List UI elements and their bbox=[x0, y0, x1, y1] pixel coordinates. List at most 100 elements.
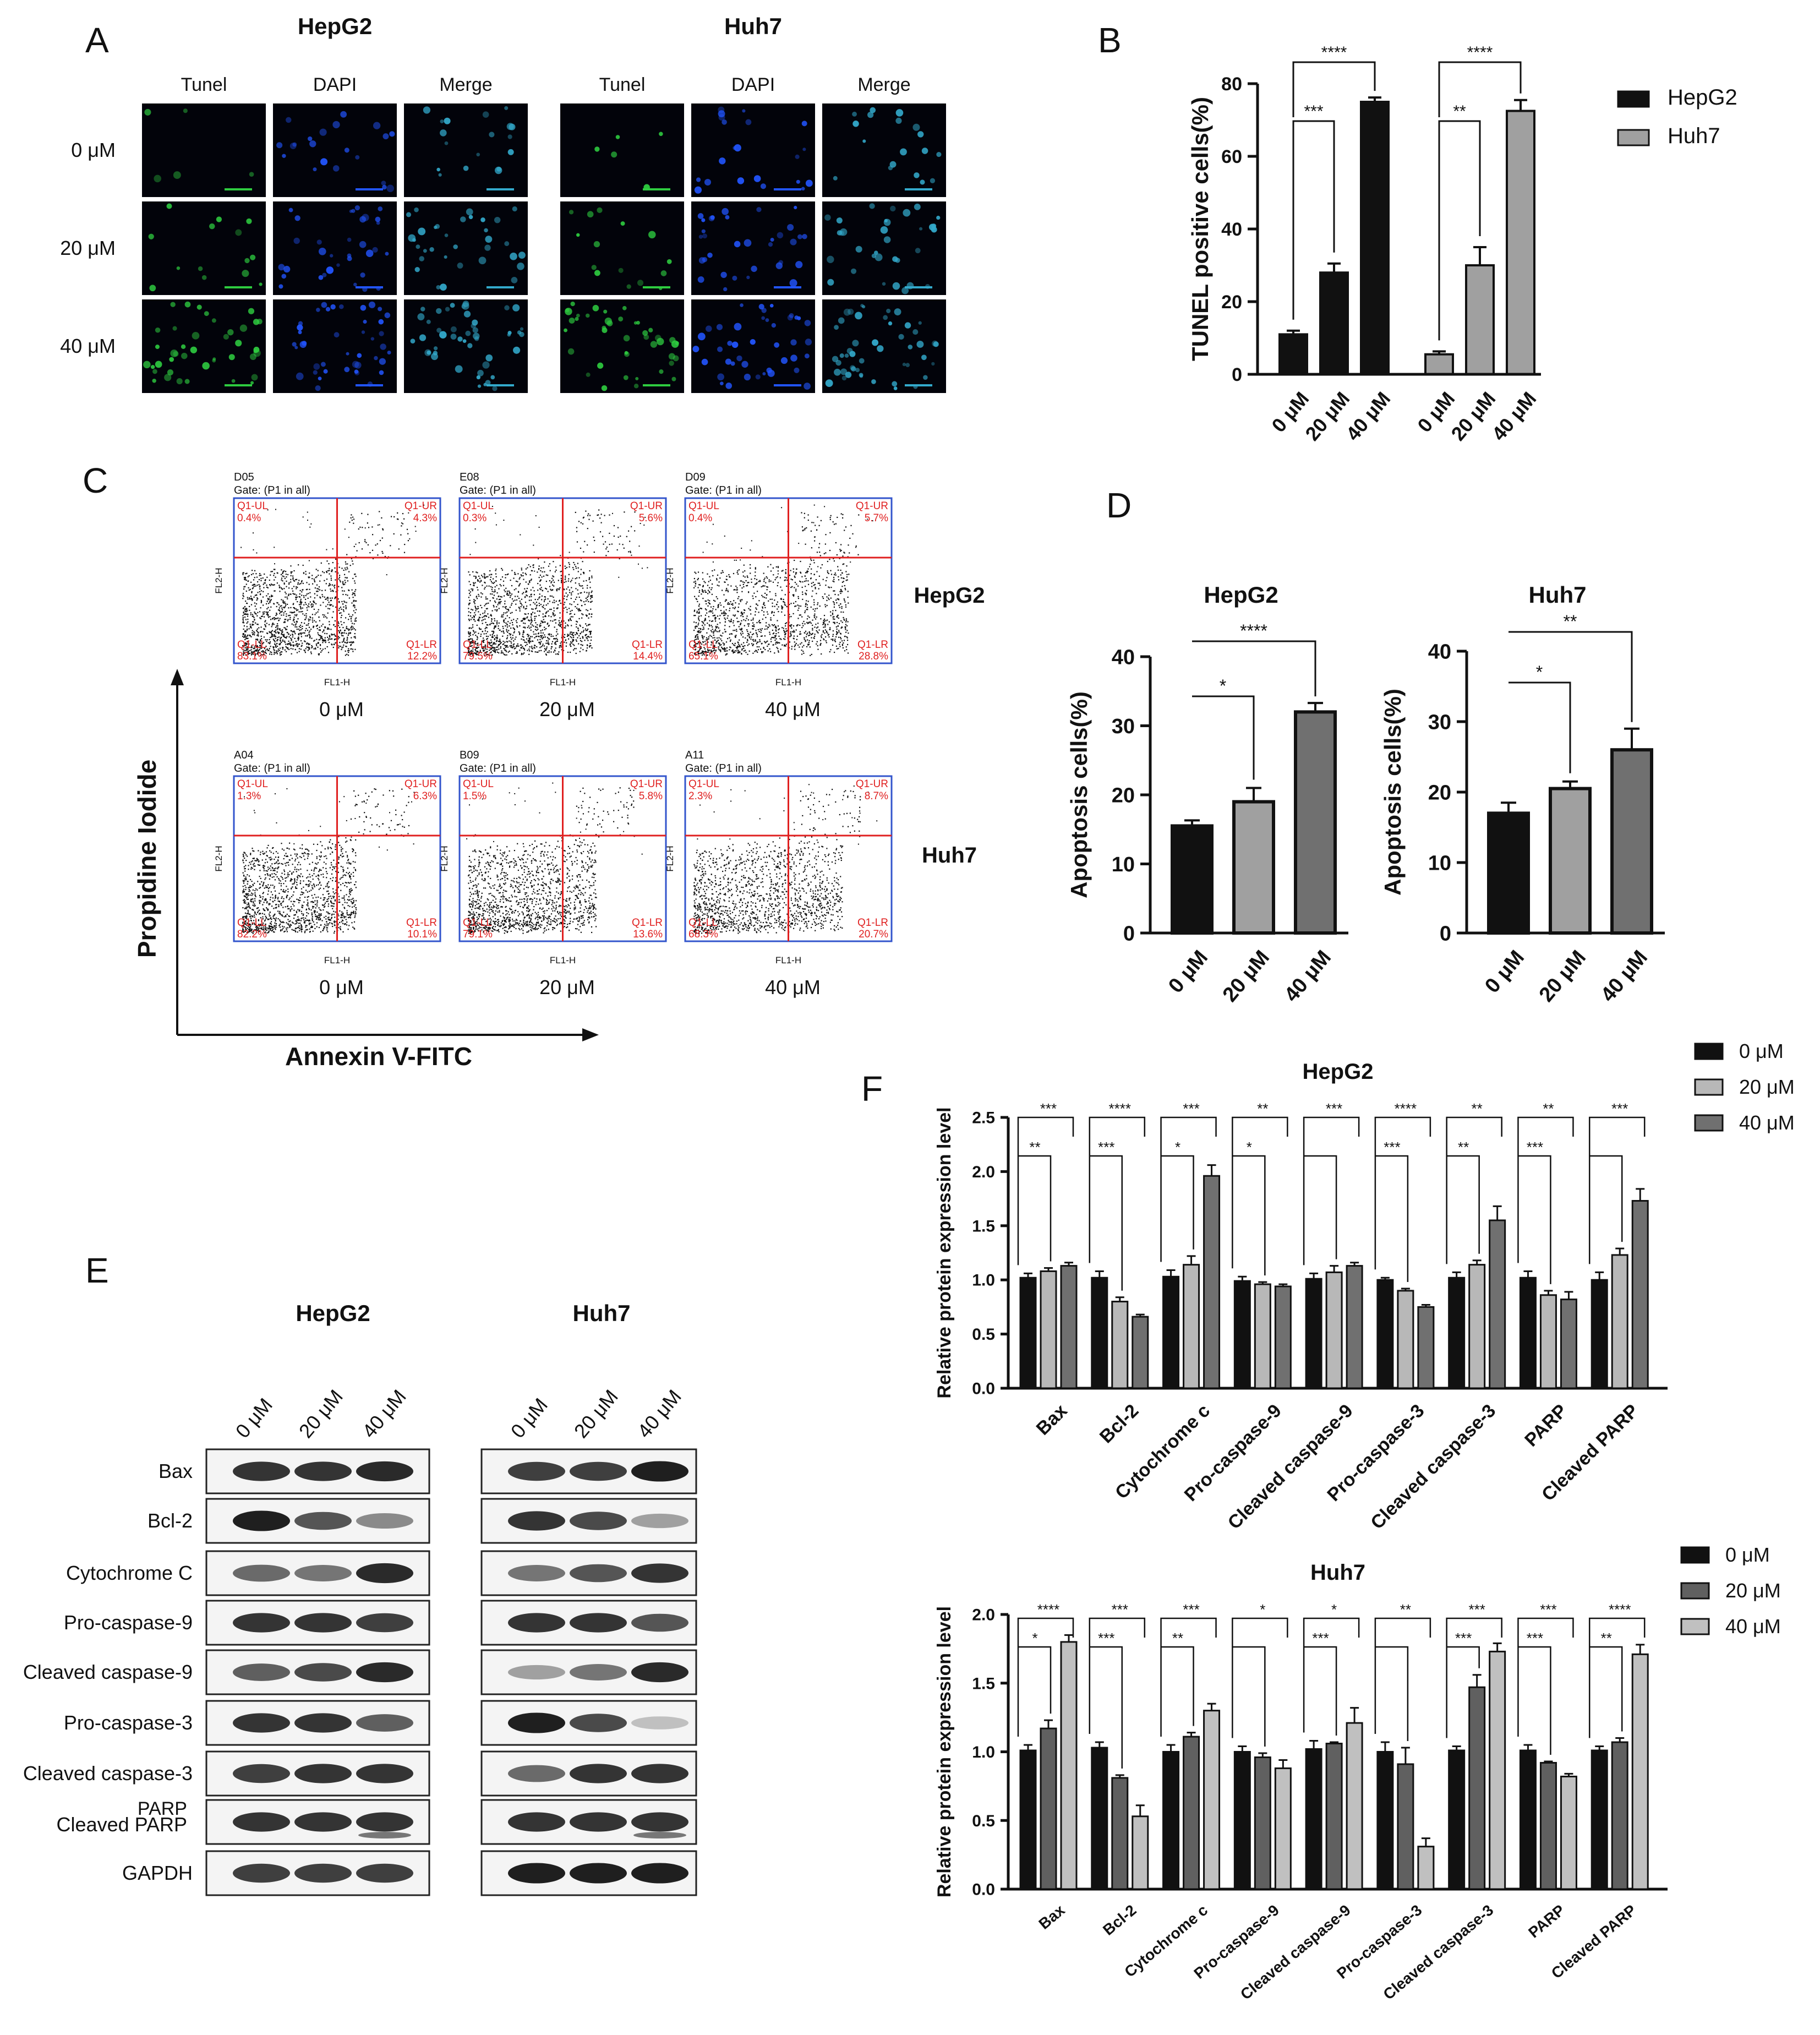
cell-dot bbox=[736, 355, 742, 362]
event-dot bbox=[325, 605, 327, 607]
event-dot bbox=[757, 629, 759, 630]
event-dot bbox=[310, 523, 312, 525]
event-dot bbox=[717, 598, 718, 599]
event-dot bbox=[568, 620, 570, 621]
event-dot bbox=[734, 615, 735, 617]
event-dot bbox=[269, 639, 270, 641]
cell-dot bbox=[592, 304, 599, 312]
event-dot bbox=[246, 629, 248, 631]
event-dot bbox=[793, 631, 794, 633]
event-dot bbox=[567, 624, 569, 626]
event-dot bbox=[342, 593, 344, 596]
event-dot bbox=[550, 648, 552, 650]
event-dot bbox=[499, 583, 501, 586]
event-dot bbox=[298, 648, 300, 650]
event-dot bbox=[515, 574, 516, 575]
event-dot bbox=[696, 610, 698, 612]
event-dot bbox=[260, 580, 262, 581]
event-dot bbox=[748, 625, 750, 627]
event-dot bbox=[795, 590, 797, 592]
event-dot bbox=[790, 626, 791, 628]
cell-dot bbox=[211, 318, 216, 323]
event-dot bbox=[338, 623, 340, 624]
event-dot bbox=[720, 635, 722, 636]
event-dot bbox=[532, 640, 534, 642]
event-dot bbox=[794, 641, 795, 643]
event-dot bbox=[812, 582, 814, 583]
event-dot bbox=[284, 642, 286, 643]
event-dot bbox=[554, 650, 556, 652]
event-dot bbox=[715, 627, 717, 629]
event-dot bbox=[560, 642, 561, 644]
event-dot bbox=[276, 605, 277, 608]
event-dot bbox=[285, 619, 287, 620]
quadrant-ll-name: Q1-LL bbox=[237, 639, 266, 651]
event-dot bbox=[706, 637, 708, 639]
event-dot bbox=[260, 654, 261, 656]
event-dot bbox=[280, 640, 281, 642]
event-dot bbox=[293, 645, 294, 647]
event-dot bbox=[493, 623, 495, 624]
event-dot bbox=[743, 647, 745, 649]
event-dot bbox=[584, 541, 586, 542]
event-dot bbox=[533, 625, 534, 627]
event-dot bbox=[538, 597, 540, 599]
event-dot bbox=[510, 641, 512, 642]
event-dot bbox=[599, 531, 602, 533]
event-dot bbox=[706, 601, 707, 602]
event-dot bbox=[742, 616, 744, 618]
event-dot bbox=[790, 631, 791, 633]
event-dot bbox=[507, 635, 509, 636]
event-dot bbox=[551, 646, 553, 648]
event-dot bbox=[244, 630, 246, 631]
cell-dot bbox=[827, 279, 834, 286]
cell-dot bbox=[694, 186, 702, 194]
event-dot bbox=[553, 610, 555, 612]
cell-dot bbox=[710, 215, 715, 220]
event-dot bbox=[269, 648, 270, 650]
event-dot bbox=[245, 614, 247, 615]
cell-dot bbox=[379, 370, 384, 375]
event-dot bbox=[768, 579, 770, 581]
event-dot bbox=[810, 564, 811, 565]
event-dot bbox=[282, 631, 283, 632]
event-dot bbox=[697, 634, 698, 635]
event-dot bbox=[613, 525, 615, 527]
event-dot bbox=[252, 587, 254, 588]
event-dot bbox=[243, 636, 245, 638]
event-dot bbox=[524, 623, 526, 624]
event-dot bbox=[746, 618, 747, 619]
event-dot bbox=[847, 652, 849, 654]
event-dot bbox=[795, 644, 796, 646]
event-dot bbox=[818, 629, 820, 631]
event-dot bbox=[796, 635, 798, 637]
event-dot bbox=[537, 633, 539, 635]
event-dot bbox=[805, 603, 807, 604]
event-dot bbox=[696, 634, 698, 636]
event-dot bbox=[715, 642, 717, 644]
event-dot bbox=[568, 578, 570, 580]
event-dot bbox=[253, 579, 255, 581]
event-dot bbox=[523, 618, 524, 620]
event-dot bbox=[296, 579, 298, 580]
event-dot bbox=[254, 577, 255, 579]
event-dot bbox=[704, 624, 706, 626]
event-dot bbox=[698, 611, 700, 613]
event-dot bbox=[242, 615, 244, 616]
cell-dot bbox=[420, 307, 425, 312]
event-dot bbox=[574, 564, 576, 565]
event-dot bbox=[740, 599, 741, 601]
event-dot bbox=[519, 610, 521, 612]
cell-dot bbox=[716, 324, 723, 330]
event-dot bbox=[263, 613, 264, 615]
event-dot bbox=[756, 646, 758, 648]
cell-dot bbox=[412, 238, 416, 242]
cell-dot bbox=[895, 109, 904, 117]
event-dot bbox=[494, 642, 495, 643]
event-dot bbox=[585, 630, 587, 631]
event-dot bbox=[266, 608, 268, 610]
event-dot bbox=[265, 646, 267, 647]
event-dot bbox=[763, 647, 764, 649]
event-dot bbox=[290, 565, 292, 567]
